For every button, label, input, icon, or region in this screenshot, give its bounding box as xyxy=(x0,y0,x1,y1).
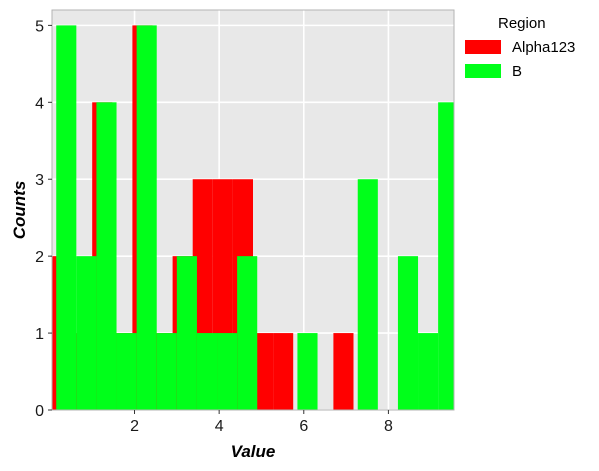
bar-b xyxy=(156,333,177,410)
y-axis-title: Counts xyxy=(10,181,29,240)
x-axis-title: Value xyxy=(231,442,276,461)
bar-b xyxy=(237,256,258,410)
bar-b xyxy=(297,333,318,410)
bar-b xyxy=(418,333,439,410)
bar-alpha123 xyxy=(273,333,294,410)
y-tick-label: 3 xyxy=(35,172,44,189)
y-tick-label: 4 xyxy=(35,95,44,112)
x-tick-label: 8 xyxy=(384,418,393,435)
bar-alpha123 xyxy=(253,333,274,410)
bar-b xyxy=(357,179,378,410)
legend-swatch-b xyxy=(465,64,501,78)
y-axis-ticks: 0 1 2 3 4 5 xyxy=(35,18,52,420)
bar-b xyxy=(76,256,97,410)
bar-b xyxy=(438,102,454,411)
y-tick-label: 5 xyxy=(35,18,44,35)
x-tick-label: 4 xyxy=(215,418,224,435)
bar-b xyxy=(136,25,157,411)
y-tick-label: 0 xyxy=(35,403,44,420)
y-tick-label: 1 xyxy=(35,326,44,343)
bar-b xyxy=(196,333,218,410)
series-b xyxy=(56,25,454,411)
bar-b xyxy=(96,102,117,411)
x-tick-label: 6 xyxy=(299,418,308,435)
legend-title: Region xyxy=(498,15,546,32)
bar-b xyxy=(116,333,137,410)
bar-b xyxy=(397,256,419,410)
x-tick-label: 2 xyxy=(130,418,139,435)
legend: Region Alpha123 B xyxy=(465,15,575,80)
bar-alpha123 xyxy=(333,333,354,410)
bars-layer xyxy=(52,25,454,411)
legend-label-b: B xyxy=(512,63,522,80)
plot-border xyxy=(51,9,455,411)
bar-b xyxy=(176,256,197,410)
y-tick-label: 2 xyxy=(35,249,44,266)
x-axis-ticks: 2 4 6 8 xyxy=(130,410,393,435)
bar-b xyxy=(56,25,77,411)
legend-label-alpha123: Alpha123 xyxy=(512,39,575,56)
legend-swatch-alpha123 xyxy=(465,40,501,54)
bar-b xyxy=(217,333,238,410)
